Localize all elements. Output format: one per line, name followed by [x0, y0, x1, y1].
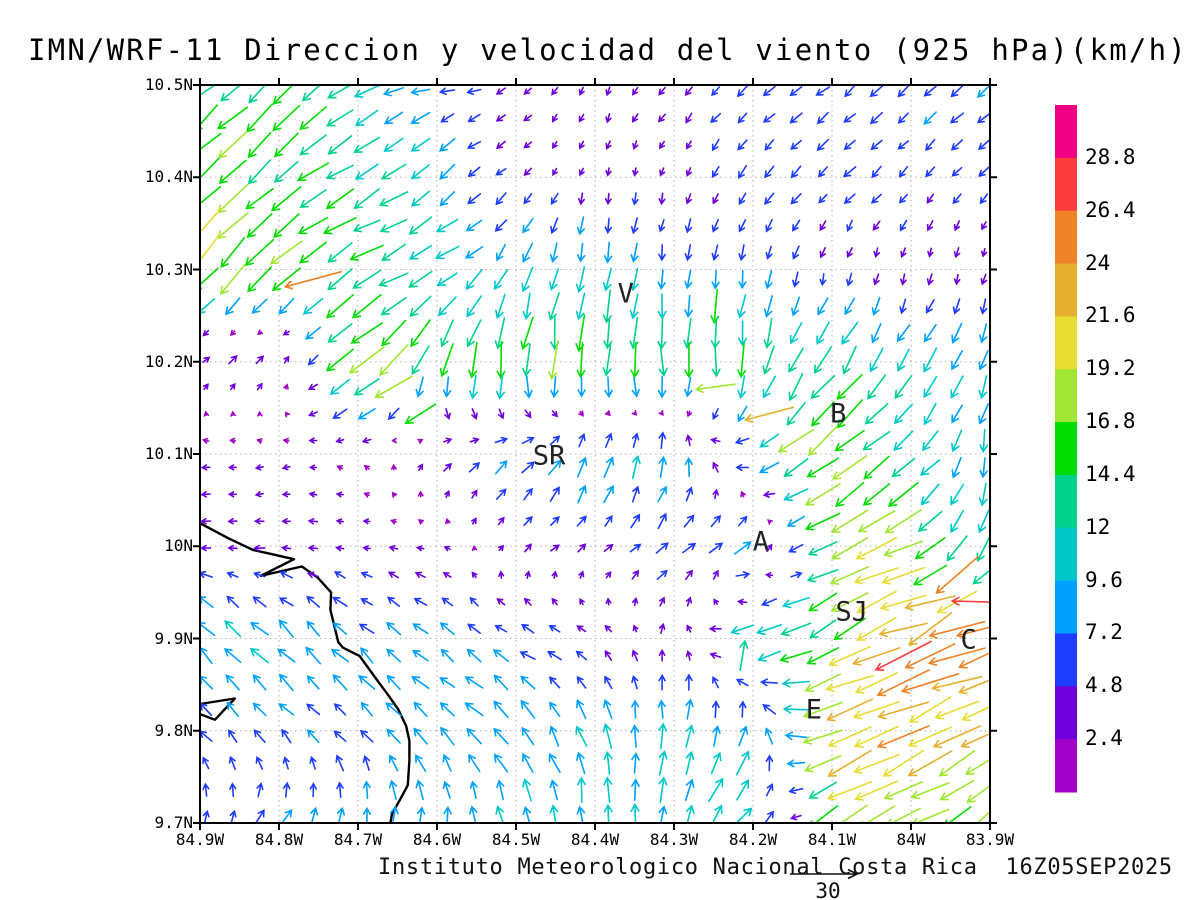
- lat-tick-label: 10.1N: [144, 444, 193, 463]
- lon-tick-label: 84.2W: [728, 830, 778, 849]
- lat-tick-label: 10.4N: [144, 167, 193, 187]
- lon-tick-label: 84.5W: [491, 830, 541, 849]
- colorbar-tick-label: 28.8: [1085, 144, 1136, 169]
- lat-tick-label: 9.7N: [154, 813, 193, 832]
- lat-tick-label: 10.5N: [144, 75, 193, 94]
- lon-tick-label: 84.9W: [175, 830, 225, 849]
- colorbar-tick-label: 26.4: [1085, 197, 1136, 222]
- lon-tick-label: 84.6W: [412, 830, 462, 849]
- lat-tick-label: 10N: [164, 536, 193, 556]
- lon-tick-label: 84.3W: [649, 830, 699, 849]
- lon-tick-label: 84.4W: [570, 830, 620, 849]
- map-label-sj: SJ: [835, 596, 869, 628]
- colorbar-tick-label: 9.6: [1085, 567, 1123, 592]
- lon-tick-label: 83.9W: [965, 830, 1015, 849]
- colorbar-tick-label: 12: [1085, 514, 1111, 539]
- reference-vector-label: 30: [815, 879, 841, 900]
- colorbar-tick-label: 19.2: [1085, 356, 1136, 381]
- colorbar-tick-label: 7.2: [1085, 620, 1123, 645]
- map-label-a: A: [752, 526, 770, 558]
- map-label-v: V: [617, 278, 634, 310]
- lon-tick-label: 84.7W: [333, 830, 383, 849]
- colorbar-tick-label: 24: [1085, 250, 1111, 275]
- lat-tick-label: 9.8N: [154, 720, 193, 740]
- colorbar-tick-label: 21.6: [1085, 303, 1136, 328]
- lat-tick-label: 10.2N: [144, 351, 193, 371]
- lat-tick-label: 9.9N: [154, 628, 193, 648]
- map-label-b: B: [830, 398, 847, 430]
- lat-tick-label: 10.3N: [144, 259, 193, 279]
- lon-tick-label: 84W: [896, 830, 926, 849]
- map-label-sr: SR: [532, 440, 566, 472]
- colorbar-tick-label: 16.8: [1085, 409, 1136, 434]
- lon-tick-label: 84.8W: [254, 830, 304, 849]
- lon-tick-label: 84.1W: [807, 830, 857, 849]
- footer-text: Instituto Meteorologico Nacional Costa R…: [378, 855, 1173, 880]
- colorbar-tick-label: 14.4: [1085, 461, 1136, 486]
- map-label-e: E: [805, 694, 822, 726]
- colorbar-tick-label: 2.4: [1085, 726, 1123, 751]
- colorbar-tick-label: 4.8: [1085, 673, 1123, 698]
- map-label-c: C: [960, 624, 977, 656]
- chart-title: IMN/WRF-11 Direccion y velocidad del vie…: [28, 33, 1188, 67]
